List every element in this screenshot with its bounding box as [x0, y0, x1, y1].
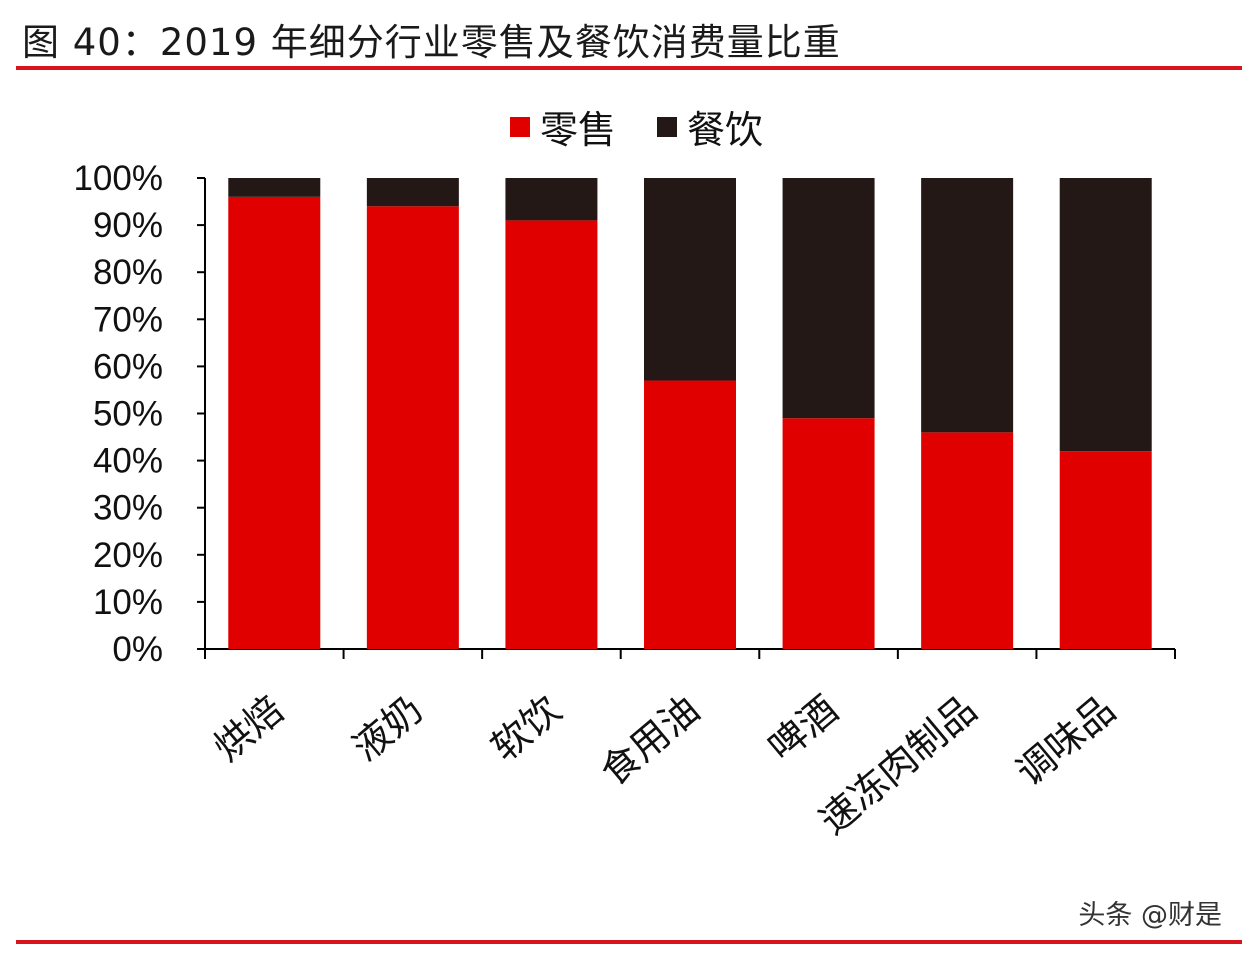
x-tick-label: 啤酒	[760, 687, 847, 770]
x-tick-label: 液奶	[344, 687, 431, 770]
y-tick-label: 40%	[93, 442, 163, 481]
legend-swatch	[657, 117, 677, 137]
x-tick-label: 软饮	[483, 687, 570, 770]
x-tick-label: 调味品	[1008, 687, 1124, 794]
bar-catering	[921, 178, 1014, 433]
y-tick-label: 50%	[93, 395, 163, 434]
figure-title: 图 40：2019 年细分行业零售及餐饮消费量比重	[22, 21, 841, 64]
y-tick-label: 10%	[93, 583, 163, 622]
y-tick-label: 30%	[93, 489, 163, 528]
bar-catering	[505, 178, 598, 221]
y-tick-label: 70%	[93, 300, 163, 339]
watermark: 头条 @财是	[1078, 900, 1222, 931]
bar-retail	[228, 196, 321, 649]
y-tick-label: 100%	[73, 159, 163, 198]
bar-catering	[1059, 178, 1152, 452]
y-tick-label: 80%	[93, 253, 163, 292]
legend-label: 餐饮	[687, 108, 763, 152]
bar-catering	[228, 178, 321, 197]
bar-retail	[782, 418, 875, 649]
top-rule	[16, 66, 1242, 70]
y-tick-label: 90%	[93, 206, 163, 245]
y-tick-label: 60%	[93, 347, 163, 386]
bar-retail	[644, 380, 736, 649]
bottom-rule	[16, 940, 1242, 944]
y-tick-label: 20%	[93, 536, 163, 575]
bar-retail	[1059, 451, 1152, 649]
bar-catering	[782, 178, 875, 419]
legend-label: 零售	[540, 108, 616, 152]
bar-retail	[921, 432, 1014, 649]
bar-retail	[505, 220, 598, 649]
x-tick-label: 烘焙	[206, 687, 293, 770]
legend-swatch	[510, 117, 530, 137]
x-tick-label: 食用油	[592, 687, 708, 794]
bar-catering	[644, 178, 736, 381]
bar-retail	[366, 206, 459, 649]
bar-catering	[366, 178, 459, 207]
y-tick-label: 0%	[112, 630, 163, 669]
